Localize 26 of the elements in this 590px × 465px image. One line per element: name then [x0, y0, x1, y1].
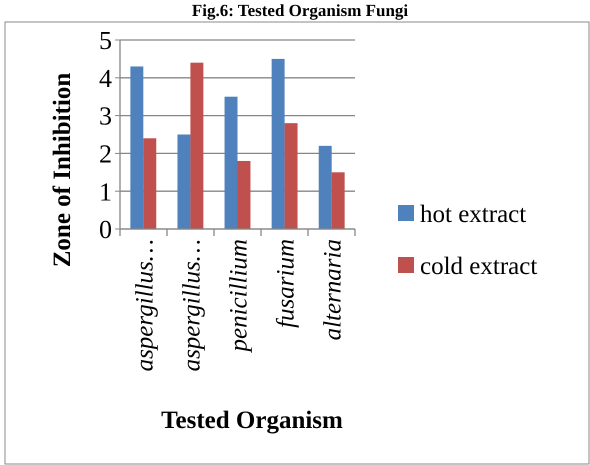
y-tick-label: 0	[99, 215, 112, 244]
y-tick-label: 5	[99, 26, 112, 56]
legend-label: hot extract	[420, 200, 526, 228]
chart-title: Fig.6: Tested Organism Fungi	[192, 1, 408, 20]
y-tick-label: 1	[99, 177, 112, 206]
y-axis-title: Zone of Inhibition	[49, 72, 76, 268]
bar	[190, 62, 204, 229]
bar	[284, 123, 298, 229]
legend-label: cold extract	[420, 252, 538, 280]
bar	[272, 58, 285, 229]
x-axis-title: Tested Organism	[161, 407, 344, 434]
bar	[143, 138, 156, 229]
x-tick-label: alternaria	[320, 239, 347, 340]
x-tick-label: penicillium	[226, 239, 252, 354]
bar	[224, 96, 238, 229]
bar	[130, 66, 144, 229]
bar	[332, 172, 345, 229]
x-tick-label: aspergillus…	[178, 239, 206, 372]
x-tick-label: fusarium	[272, 239, 300, 328]
y-tick-label: 2	[99, 140, 112, 168]
y-tick-label: 4	[99, 64, 112, 93]
bar	[318, 146, 332, 229]
bar	[238, 160, 250, 229]
bar	[177, 134, 190, 229]
y-tick-label: 3	[99, 102, 112, 131]
x-tick-label: aspergillus…	[131, 239, 158, 372]
